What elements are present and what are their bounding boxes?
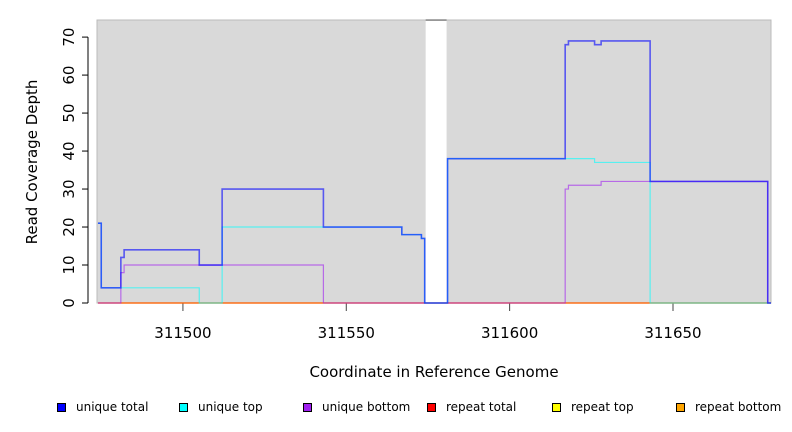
x-tick-label: 311650 — [644, 324, 701, 342]
legend-label: repeat top — [571, 400, 634, 414]
y-tick-label: 30 — [60, 179, 78, 198]
coverage-chart: 0 10 20 30 40 50 60 70 311500 311550 311600 311650 C… — [23, 19, 772, 381]
x-tick-label: 311500 — [154, 324, 211, 342]
legend-label: unique total — [76, 400, 149, 414]
legend-item: unique bottom — [303, 400, 410, 414]
x-tick-label: 311550 — [318, 324, 375, 342]
legend-item: repeat bottom — [676, 400, 781, 414]
y-tick-label: 50 — [60, 104, 78, 123]
y-tick-label: 20 — [60, 217, 78, 236]
legend-item: repeat total — [427, 400, 516, 414]
y-tick-label: 40 — [60, 142, 78, 161]
legend-swatch — [179, 402, 188, 412]
y-tick-label: 60 — [60, 66, 78, 85]
no-data-region — [425, 21, 447, 303]
y-axis-label: Read Coverage Depth — [23, 80, 41, 245]
y-tick-label: 70 — [60, 28, 78, 47]
legend-swatch — [676, 402, 685, 412]
legend: unique total unique top unique bottom repea… — [0, 400, 792, 420]
x-axis-label: Coordinate in Reference Genome — [309, 363, 558, 381]
legend-label: unique bottom — [322, 400, 411, 414]
legend-swatch — [552, 402, 561, 412]
legend-item: unique total — [57, 400, 148, 414]
legend-swatch — [303, 402, 312, 412]
legend-item: repeat top — [552, 400, 634, 414]
legend-item: unique top — [179, 400, 263, 414]
legend-swatch — [57, 402, 66, 412]
x-tick-label: 311600 — [481, 324, 538, 342]
legend-label: unique top — [198, 400, 263, 414]
legend-label: repeat bottom — [695, 400, 782, 414]
series-unique-total — [97, 40, 771, 304]
legend-swatch — [427, 402, 436, 412]
legend-label: repeat total — [446, 400, 517, 414]
y-tick-label: 10 — [60, 255, 78, 274]
y-tick-label: 0 — [60, 298, 78, 308]
